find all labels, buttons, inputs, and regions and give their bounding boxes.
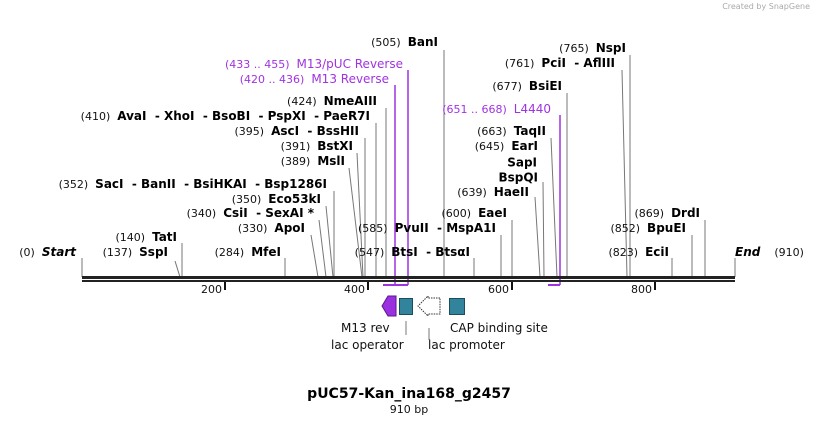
enzyme-apoi[interactable]: (330) ApoI xyxy=(237,221,305,235)
ruler-end: End (910) xyxy=(735,245,804,259)
leader-sspi xyxy=(174,260,181,278)
enzyme-csii-group[interactable]: (340) CsiI - SexAI * xyxy=(186,206,314,220)
enzyme-bspqi[interactable]: BspQI xyxy=(498,170,538,185)
tick-label-200: 200 xyxy=(201,283,222,296)
enzyme-tati[interactable]: (140) TatI xyxy=(115,230,177,244)
enzyme-saci-group[interactable]: (352) SacI - BanII - BsiHKAI - Bsp1286I xyxy=(58,177,327,191)
leader-apoi xyxy=(310,234,319,278)
m13-rev-feature-arrow xyxy=(381,295,397,317)
leader-pcii xyxy=(621,69,628,278)
leader-bspqi xyxy=(542,181,545,278)
enzyme-sspi[interactable]: (137) SspI xyxy=(102,245,168,259)
plasmid-name: pUC57-Kan_ina168_g2457 xyxy=(307,386,511,402)
leader-taqii xyxy=(550,137,558,278)
leader-msli xyxy=(348,167,363,278)
enzyme-bsiei[interactable]: (677) BsiEI xyxy=(492,79,562,93)
enzyme-pvuii-group[interactable]: (585) PvuII - MspA1I xyxy=(358,221,496,235)
primer-l4440[interactable]: (651 .. 668) L4440 xyxy=(442,102,551,116)
snapgene-credit: Created by SnapGene xyxy=(722,2,810,11)
lac-operator-feature xyxy=(399,298,413,315)
primer-m13-reverse[interactable]: (420 .. 436) M13 Reverse xyxy=(239,72,389,86)
sequence-backbone xyxy=(82,276,735,282)
enzyme-eari[interactable]: (645) EarI xyxy=(474,139,538,153)
leader-bstxi xyxy=(356,152,364,278)
ruler-start: (0) Start xyxy=(19,245,76,259)
enzyme-nmeaiii[interactable]: (424) NmeAIII xyxy=(287,94,377,108)
features-track xyxy=(381,294,465,340)
enzyme-eco53ki[interactable]: (350) Eco53kI xyxy=(231,192,321,206)
feature-label-m13-rev[interactable]: M13 rev xyxy=(341,321,390,335)
enzyme-avai-group[interactable]: (410) AvaI - XhoI - BsoBI - PspXI - PaeR7… xyxy=(80,109,370,123)
enzyme-drdi[interactable]: (869) DrdI xyxy=(634,206,700,220)
tick-label-400: 400 xyxy=(344,283,365,296)
feature-label-cap-binding-site[interactable]: CAP binding site xyxy=(450,321,548,335)
tick-label-800: 800 xyxy=(631,283,652,296)
enzyme-sapi[interactable]: SapI xyxy=(507,155,537,170)
enzyme-nspi[interactable]: (765) NspI xyxy=(559,41,626,55)
enzyme-mfei[interactable]: (284) MfeI xyxy=(214,245,281,259)
enzyme-haeii[interactable]: (639) HaeII xyxy=(457,185,529,199)
tick-label-600: 600 xyxy=(488,283,509,296)
primer-m13-puc-reverse[interactable]: (433 .. 455) M13/pUC Reverse xyxy=(224,57,403,71)
cap-binding-site-feature xyxy=(449,298,465,315)
feature-label-lac-operator[interactable]: lac operator xyxy=(331,338,404,352)
enzyme-asci-group[interactable]: (395) AscI - BssHII xyxy=(234,124,359,138)
enzyme-bani[interactable]: (505) BanI xyxy=(371,35,438,49)
enzyme-leader-lines xyxy=(81,50,736,278)
enzyme-eaei[interactable]: (600) EaeI xyxy=(441,206,508,220)
enzyme-taqii[interactable]: (663) TaqII xyxy=(477,124,546,138)
plasmid-size: 910 bp xyxy=(389,403,429,416)
enzyme-ecii[interactable]: (823) EciI xyxy=(608,245,669,259)
primer-lines xyxy=(383,70,561,286)
feature-label-lac-promoter[interactable]: lac promoter xyxy=(428,338,505,352)
leader-csii xyxy=(318,219,327,278)
enzyme-msli[interactable]: (389) MslI xyxy=(280,154,345,168)
ruler-ticks xyxy=(224,282,656,290)
enzyme-bstxi[interactable]: (391) BstXI xyxy=(280,139,353,153)
enzyme-bpuei[interactable]: (852) BpuEI xyxy=(610,221,686,235)
enzyme-btsi-group[interactable]: (547) BtsI - BtsαI xyxy=(354,245,470,259)
enzyme-pcii-group[interactable]: (761) PciI - AflIII xyxy=(504,56,615,70)
leader-eco53ki xyxy=(325,205,334,278)
lac-promoter-feature-arrow xyxy=(417,294,441,318)
leader-haeii xyxy=(534,196,541,278)
